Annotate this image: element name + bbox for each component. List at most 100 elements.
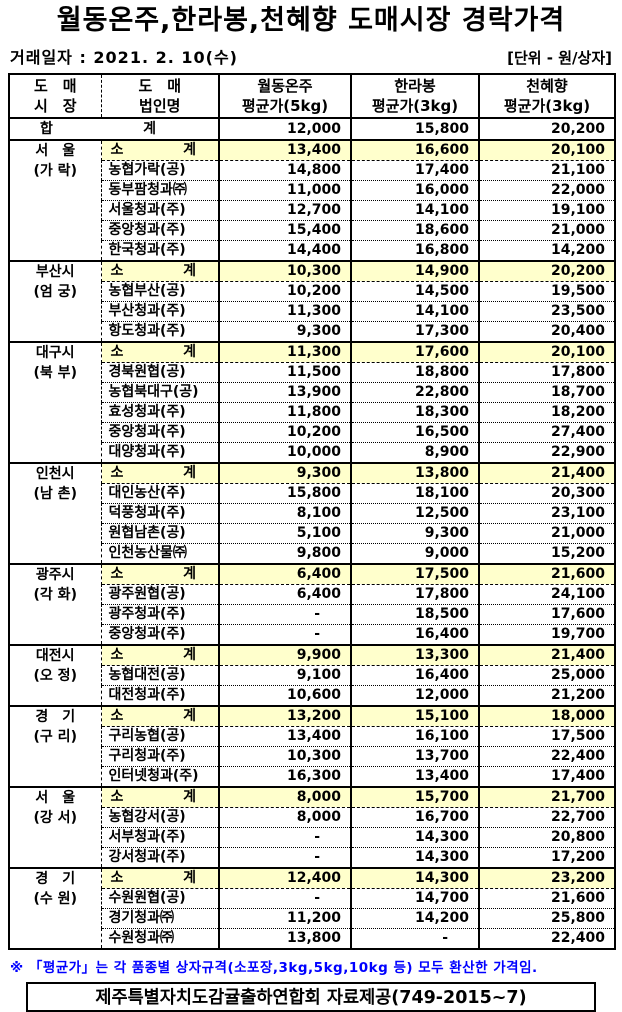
subtotal-label-right: 계 — [183, 465, 196, 481]
price-cell: 13,700 — [351, 746, 480, 767]
corp-row: 수원원협(공) -14,700 21,600 — [9, 888, 615, 909]
price-cell: 18,500 — [351, 604, 480, 625]
market-name-line: (수 원) — [33, 891, 77, 907]
corp-row: 서부청과(주) -14,300 20,800 — [9, 827, 615, 848]
price-cell: 17,400 — [351, 160, 480, 181]
price-cell: 21,700 — [479, 786, 615, 808]
price-cell: - — [219, 847, 352, 869]
price-cell: 14,800 — [219, 160, 352, 181]
header-winter-mandarin: 월동온주 평균가(5kg) — [219, 74, 352, 119]
price-cell: 17,600 — [351, 341, 480, 363]
price-cell: 14,700 — [351, 888, 480, 909]
subtotal-label-right: 계 — [183, 344, 196, 360]
price-cell: 16,100 — [351, 726, 480, 747]
price-cell: 22,900 — [479, 442, 615, 464]
subtotal-label-left: 소 — [110, 789, 124, 805]
page: { "title": "월동온주,한라봉,천혜향 도매시장 경락가격", "me… — [0, 5, 622, 1012]
price-cell: 9,800 — [219, 543, 352, 565]
market-name-line: 경 기 — [35, 871, 76, 887]
subtotal-row: 서 울 (가 락) 소 계 13,400 16,600 20,100 — [9, 139, 615, 262]
price-cell: 11,300 — [219, 301, 352, 322]
subtotal-row: 경 기 (수 원) 소 계 12,400 14,300 23,200 — [9, 867, 615, 950]
price-cell: 13,400 — [219, 139, 352, 161]
subtotal-row: 광주시 (각 화) 소 계 6,400 17,500 21,600 — [9, 563, 615, 646]
market-name-line: (오 정) — [33, 668, 77, 684]
price-cell: 10,000 — [219, 442, 352, 464]
market-cell: 인천시 (남 촌) — [9, 462, 102, 565]
corp-name-cell: 농협강서(공) — [101, 807, 220, 828]
corp-row: 경기청과㈜ 11,200 14,200 25,800 — [9, 908, 615, 929]
subtotal-row: 인천시 (남 촌) 소 계 9,300 13,800 21,400 — [9, 462, 615, 565]
source-box: 제주특별자치도감귤출하연합회 자료제공(749-2015~7) — [26, 982, 596, 1012]
price-cell: 10,200 — [219, 281, 352, 302]
corp-row: 광주청과(주) -18,500 17,600 — [9, 604, 615, 625]
corp-name-cell: 한국청과(주) — [101, 240, 220, 262]
subtotal-label-left: 소 — [110, 465, 124, 481]
price-cell: 20,400 — [479, 321, 615, 343]
price-cell: 9,300 — [351, 523, 480, 544]
market-name-line: 경 기 — [35, 709, 76, 725]
price-cell: 18,100 — [351, 483, 480, 504]
corp-name-cell: 서부청과(주) — [101, 827, 220, 848]
price-cell: 16,800 — [351, 240, 480, 262]
price-cell: 21,000 — [479, 523, 615, 544]
corp-name-cell: 중앙청과(주) — [101, 220, 220, 241]
header-col-line2: 평균가(3kg) — [371, 97, 459, 115]
unit-label: [단위 - 원/상자] — [507, 49, 612, 67]
price-cell: 25,800 — [479, 908, 615, 929]
price-cell: 13,400 — [219, 726, 352, 747]
price-cell: 22,000 — [479, 180, 615, 201]
header-corp-line2: 법인명 — [139, 97, 181, 115]
price-cell: 21,600 — [479, 563, 615, 585]
price-cell: 16,500 — [351, 422, 480, 443]
price-cell: 14,100 — [351, 301, 480, 322]
corp-name-cell: 인천농산물㈜ — [101, 543, 220, 565]
subtotal-label-left: 소 — [110, 263, 124, 279]
price-cell: 23,100 — [479, 503, 615, 524]
price-cell: 17,600 — [479, 604, 615, 625]
price-cell: 16,400 — [351, 624, 480, 646]
corp-row: 한국청과(주) 14,400 16,800 14,200 — [9, 240, 615, 262]
corp-name-cell: 인터넷청과(주) — [101, 766, 220, 788]
price-cell: 12,500 — [351, 503, 480, 524]
price-cell: 14,200 — [351, 908, 480, 929]
corp-row: 농협대전(공) 9,100 16,400 25,000 — [9, 665, 615, 686]
price-cell: 20,800 — [479, 827, 615, 848]
price-cell: 15,800 — [219, 483, 352, 504]
trade-date: 거래일자 : 2021. 2. 10(수) — [10, 48, 238, 67]
price-cell: 11,800 — [219, 402, 352, 423]
price-cell: 10,200 — [219, 422, 352, 443]
market-name-line: (남 촌) — [33, 486, 77, 502]
price-cell: 17,500 — [351, 563, 480, 585]
header-corp: 도 매 법인명 — [101, 74, 220, 119]
header-col-line2: 평균가(3kg) — [503, 97, 591, 115]
price-cell: 23,200 — [479, 867, 615, 889]
price-cell: 8,900 — [351, 442, 480, 464]
corp-name-cell: 경북원협(공) — [101, 362, 220, 383]
price-cell: 15,200 — [479, 543, 615, 565]
subtotal-label-right: 계 — [183, 789, 196, 805]
price-cell: 10,600 — [219, 685, 352, 707]
meta-row: 거래일자 : 2021. 2. 10(수) [단위 - 원/상자] — [0, 37, 622, 71]
market-name-line: 서 울 — [35, 143, 76, 159]
price-cell: - — [219, 888, 352, 909]
price-cell: 14,200 — [479, 240, 615, 262]
corp-name-cell: 항도청과(주) — [101, 321, 220, 343]
price-cell: 8,100 — [219, 503, 352, 524]
subtotal-label-left: 소 — [110, 142, 124, 158]
corp-name-cell: 대전청과(주) — [101, 685, 220, 707]
price-cell: 13,800 — [219, 928, 352, 950]
corp-name-cell: 중앙청과(주) — [101, 422, 220, 443]
subtotal-label-left: 소 — [110, 344, 124, 360]
header-row: 도 매 시 장 도 매 법인명 월동온주 평균가(5kg) 한라봉 평균가(3k… — [9, 74, 615, 119]
price-cell: 18,700 — [479, 382, 615, 403]
price-cell: 21,100 — [479, 160, 615, 181]
price-cell: 9,100 — [219, 665, 352, 686]
price-cell: 8,000 — [219, 786, 352, 808]
